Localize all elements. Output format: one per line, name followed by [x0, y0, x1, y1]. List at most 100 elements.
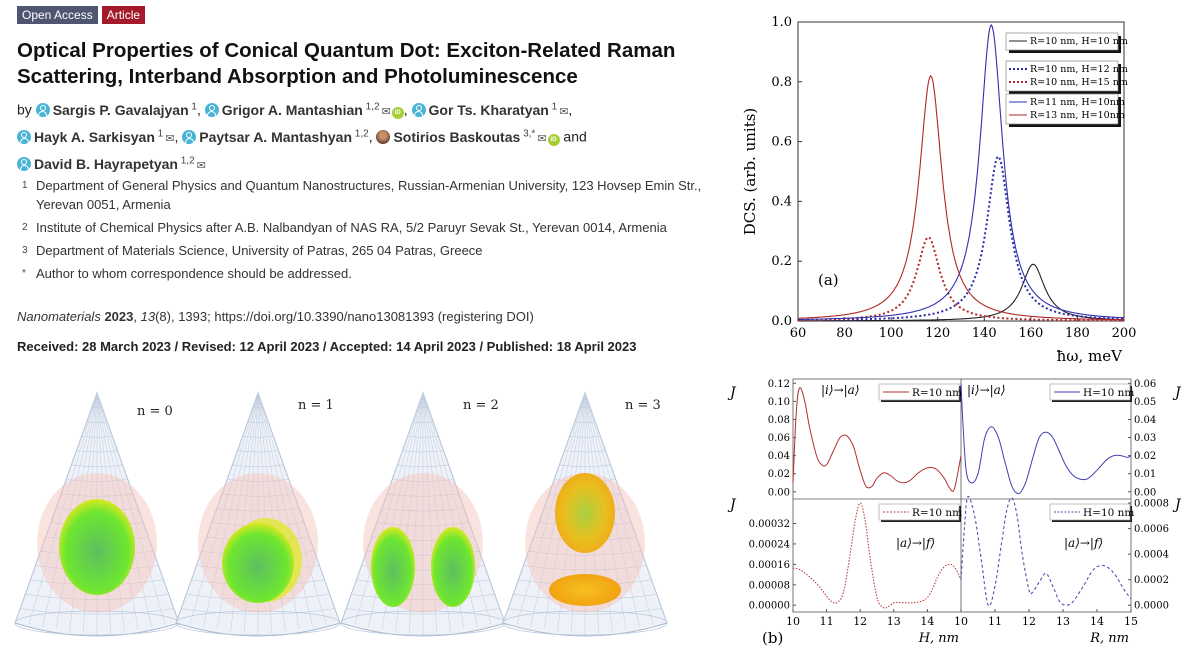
y-tick-label: 0.0 [771, 314, 792, 329]
author-name[interactable]: Sotirios Baskoutas [393, 128, 521, 145]
legend-box: R=10 nm, H=10 nm [1005, 32, 1128, 53]
y-tick-label: 0.8 [771, 75, 792, 90]
legend-label: H=10 nm [1083, 507, 1134, 519]
email-icon[interactable]: ✉ [559, 105, 569, 118]
author-name[interactable]: Grigor A. Mantashian [221, 101, 363, 118]
x-tick-label: 15 [1124, 615, 1138, 628]
transition-label: |i⟩→|a⟩ [821, 383, 860, 397]
y-tick-label: 0.08 [768, 415, 790, 426]
x-axis-label: R, nm [1089, 631, 1129, 646]
probability-density [59, 499, 135, 595]
x-tick-label: 14 [920, 615, 934, 628]
email-icon[interactable]: ✉ [381, 105, 391, 118]
y-tick-label: 0.0002 [1134, 575, 1169, 586]
y-tick-label: 0.06 [768, 433, 790, 444]
x-tick-label: 180 [1065, 326, 1090, 341]
y-tick-label: 0.0000 [1134, 601, 1169, 612]
person-icon[interactable] [204, 102, 219, 117]
person-icon[interactable] [17, 129, 31, 144]
email-icon[interactable]: ✉ [196, 159, 206, 172]
author-name[interactable]: Hayk A. Sarkisyan [34, 128, 155, 145]
legend-box: R=10 nm, H=12 nm R=10 nm, H=15 nm [1005, 60, 1128, 94]
authors-prefix: by [17, 101, 36, 118]
probability-density [555, 473, 615, 553]
open-access-badge[interactable]: Open Access [17, 6, 98, 24]
affiliation-number: 3 [22, 245, 28, 256]
plot-frame [797, 21, 1125, 322]
cone-n2: n = 2 [340, 391, 506, 637]
x-axis-label: ħω, meV [1057, 347, 1124, 365]
orcid-icon[interactable]: iD [391, 106, 404, 119]
y-tick-label: 0.10 [768, 397, 790, 408]
affiliation-number: 1 [22, 180, 28, 191]
affiliation-text: Department of Materials Science, Univers… [36, 243, 483, 258]
legend-label: H=10 nm [1083, 387, 1134, 399]
y-axis-label: Jh [1172, 497, 1182, 513]
legend-label: R=10 nm [912, 507, 962, 519]
legend-label: R=10 nm, H=15 nm [1030, 77, 1128, 88]
author-affiliation-sup: 1 [154, 128, 164, 140]
probability-density [371, 527, 415, 607]
affiliation-item: 3 Department of Materials Science, Univer… [22, 241, 702, 260]
y-tick-label: 0.04 [1134, 415, 1156, 426]
transition-label: |a⟩→|f⟩ [1064, 536, 1103, 550]
author-affiliation-sup: 1 [188, 101, 197, 112]
series-line [792, 387, 962, 492]
orcid-icon[interactable]: iD [547, 133, 560, 146]
citation-doi[interactable]: , 1393; https://doi.org/10.3390/nano1308… [170, 309, 534, 324]
x-tick-label: 14 [1090, 615, 1104, 628]
photo-icon[interactable] [376, 129, 391, 144]
author-name[interactable]: Paytsar A. Mantashyan [199, 128, 352, 145]
y-tick-label: 0.04 [768, 451, 790, 462]
y-axis-label: Jh [727, 497, 737, 513]
legend-label: R=10 nm, H=12 nm [1030, 64, 1128, 75]
affiliation-text: Author to whom correspondence should be … [36, 266, 352, 281]
affiliation-item: 1 Department of General Physics and Quant… [22, 176, 702, 214]
y-axis-label: DCS. (arb. units) [741, 108, 759, 236]
series-line [798, 74, 1124, 321]
author-item: Sargis P. Gavalajyan 1 [35, 101, 197, 118]
affiliations: 1 Department of General Physics and Quant… [22, 176, 702, 287]
x-tick-label: 120 [925, 326, 950, 341]
series-line [792, 502, 962, 609]
person-icon[interactable] [182, 129, 197, 144]
author-item: Paytsar A. Mantashyan 1,2 [182, 128, 369, 145]
author-name[interactable]: David B. Hayrapetyan [34, 155, 178, 172]
x-tick-label: 11 [820, 615, 834, 628]
author-name[interactable]: Gor Ts. Kharatyan [428, 101, 549, 118]
email-icon[interactable]: ✉ [165, 132, 175, 145]
panel-label: (a) [818, 271, 839, 289]
legend-box [878, 503, 960, 521]
y-tick-label: 0.01 [1134, 469, 1156, 480]
author-name[interactable]: Sargis P. Gavalajyan [52, 101, 189, 118]
journal-name: Nanomaterials [17, 309, 101, 324]
citation-volume: 13 [140, 309, 156, 324]
cone-n1: n = 1 [175, 391, 341, 637]
author-item: Grigor A. Mantashian 1,2 ✉ iD [204, 101, 404, 119]
x-tick-label: 140 [972, 326, 997, 341]
cone-n3: n = 3 [502, 391, 668, 637]
citation: Nanomaterials 2023, 13(8), 1393; https:/… [17, 309, 534, 324]
article-type-badge[interactable]: Article [101, 6, 146, 24]
series-line [960, 383, 1132, 495]
person-icon[interactable] [17, 156, 31, 171]
author-affiliation-sup: 1 [548, 101, 558, 112]
person-icon[interactable] [411, 102, 426, 117]
x-tick-label: 80 [836, 326, 853, 341]
y-tick-label: 0.06 [1134, 379, 1156, 390]
transition-label: |a⟩→|f⟩ [896, 536, 935, 550]
y-tick-label: 0.00000 [749, 601, 790, 612]
authors-and: and [559, 128, 587, 145]
y-tick-label: 0.0006 [1134, 524, 1169, 535]
x-tick-label: 11 [988, 615, 1002, 628]
probability-density [549, 574, 621, 606]
article-badges: Open Access Article [17, 6, 146, 24]
y-tick-label: 0.00 [1134, 487, 1156, 498]
person-icon[interactable] [35, 102, 50, 117]
author-item: David B. Hayrapetyan 1,2 ✉ [17, 155, 206, 172]
y-tick-label: 0.12 [768, 379, 790, 390]
y-tick-label: 0.6 [771, 135, 792, 150]
author-item: Sotirios Baskoutas 3,* ✉ iD [376, 128, 560, 146]
email-icon[interactable]: ✉ [537, 132, 547, 145]
series-line [798, 155, 1124, 322]
